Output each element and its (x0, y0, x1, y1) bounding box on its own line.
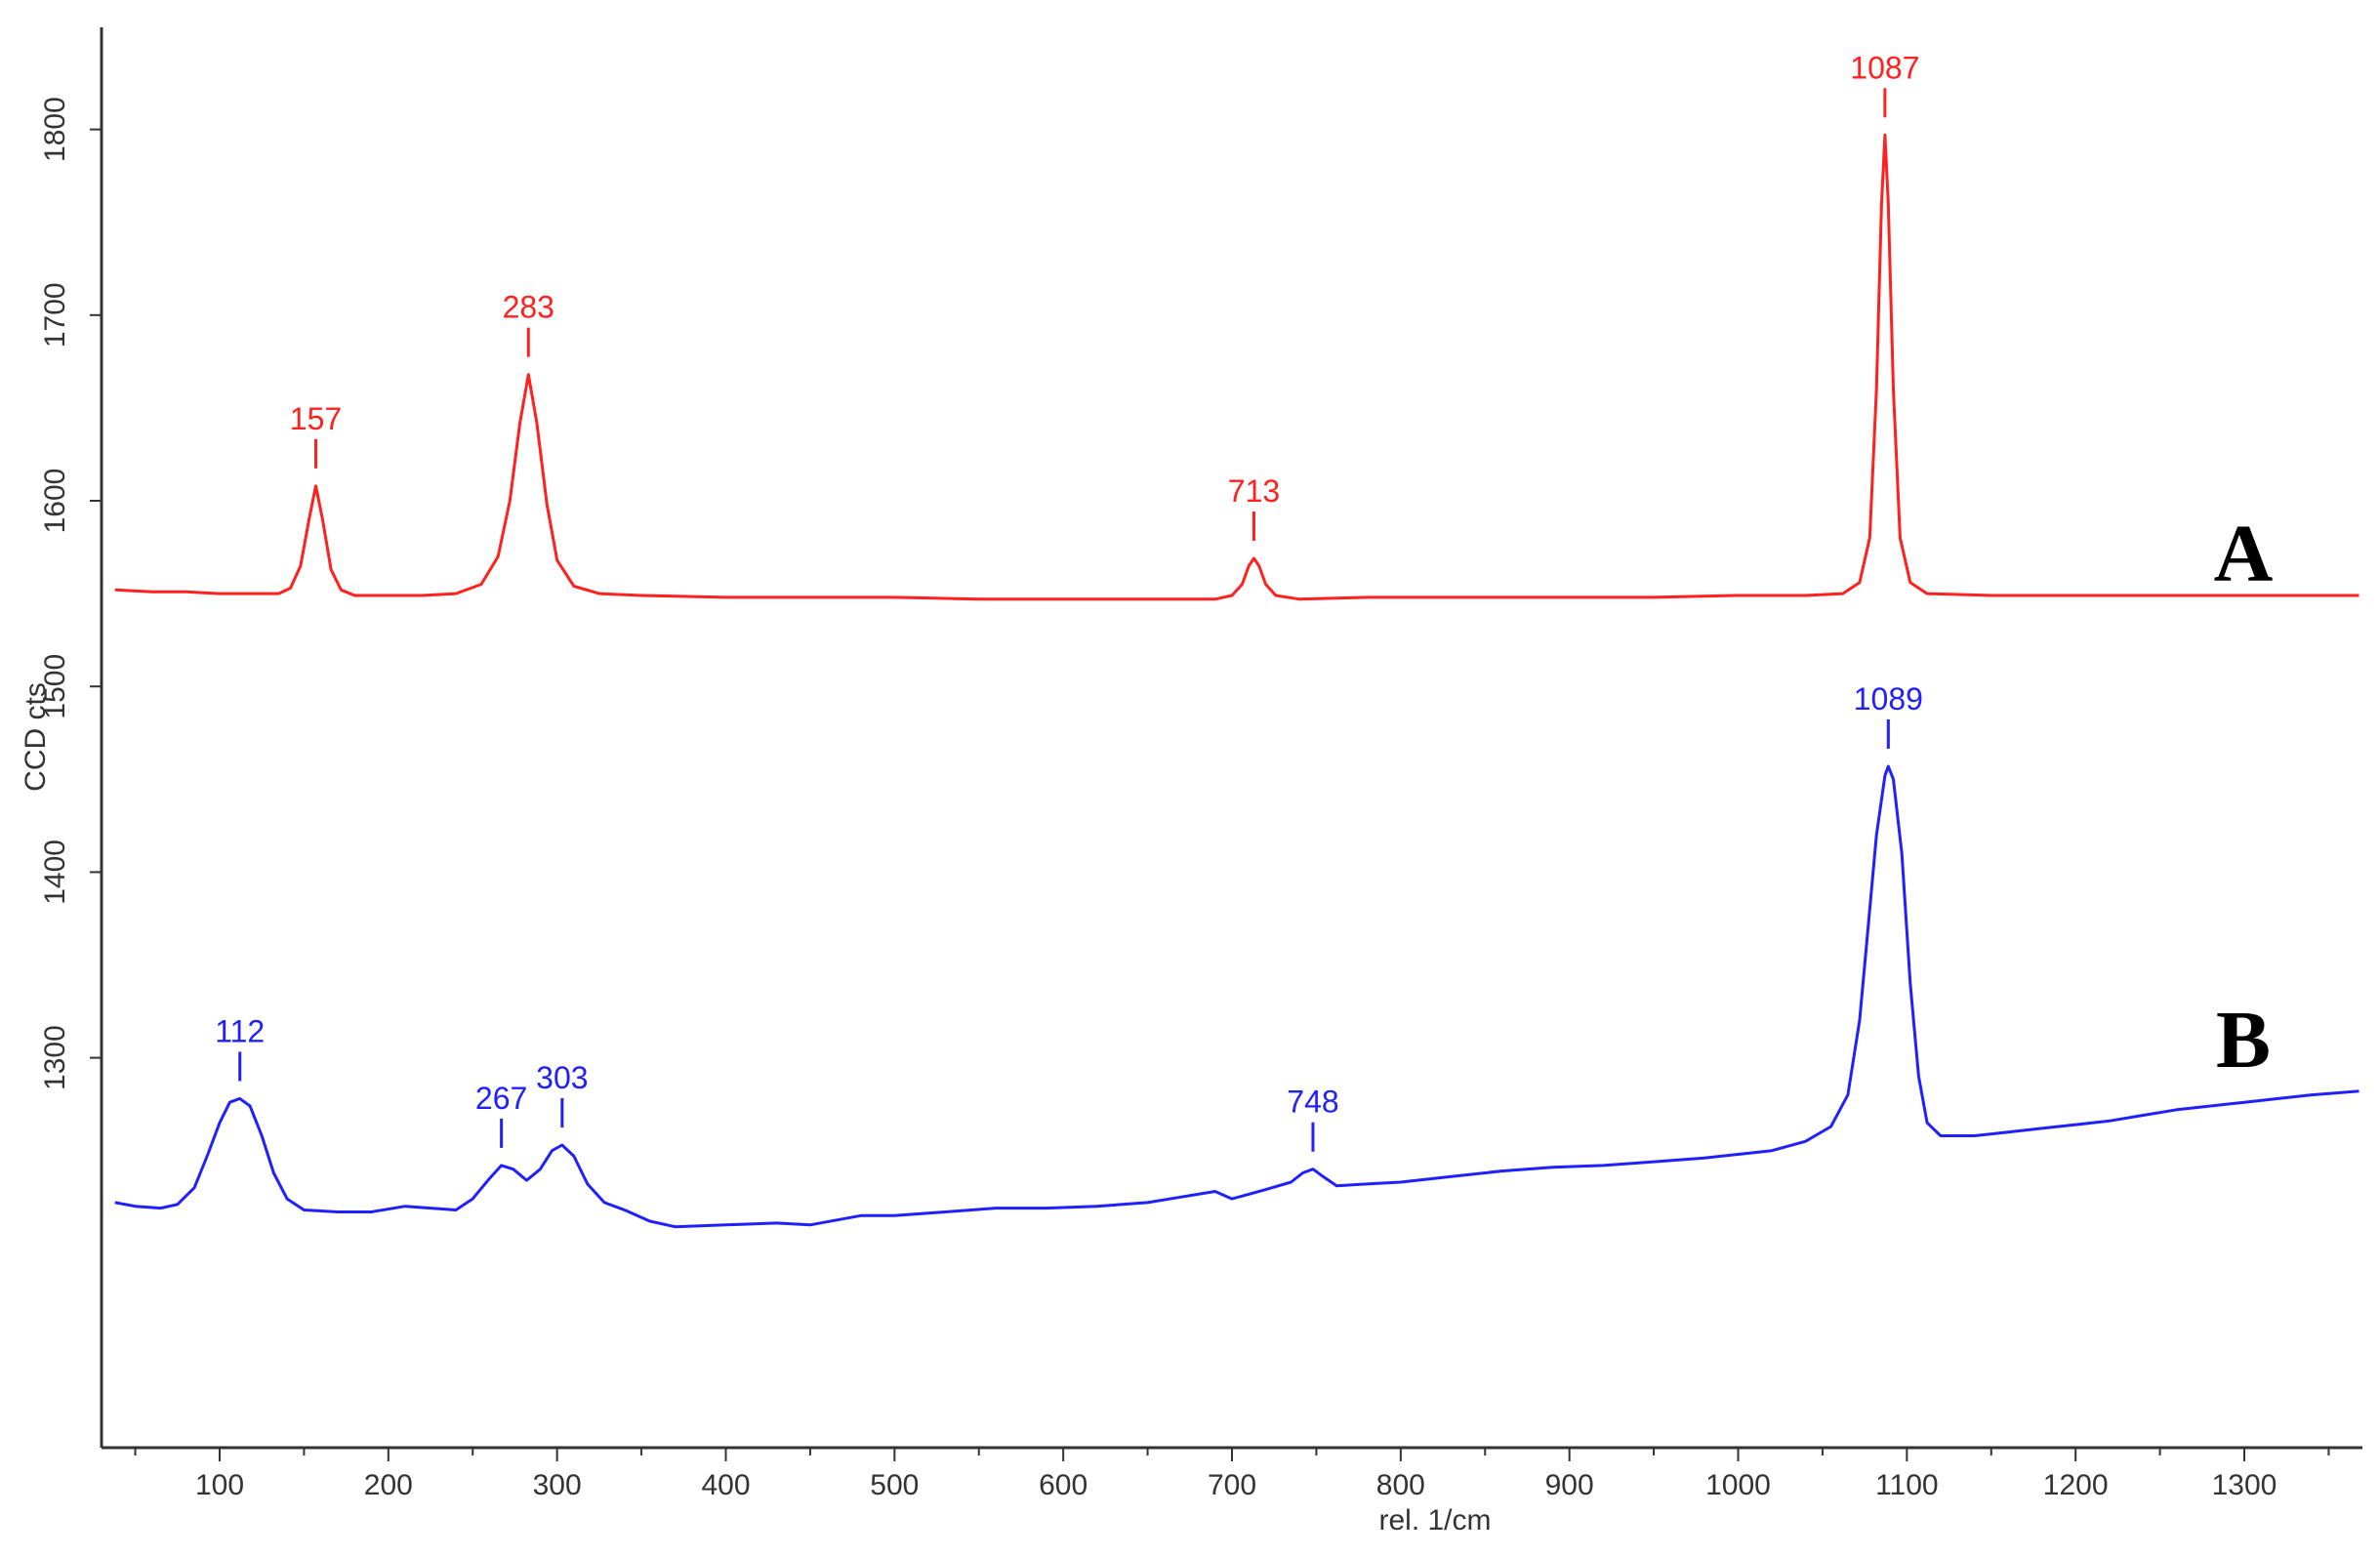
y-tick-label: 1600 (39, 469, 71, 534)
x-tick-label: 800 (1376, 1469, 1425, 1501)
x-tick-label: 900 (1545, 1469, 1594, 1501)
series-name-label: B (2216, 995, 2271, 1086)
y-tick-label: 1700 (39, 282, 71, 348)
x-tick-label: 500 (870, 1469, 919, 1501)
series-line-A (114, 133, 2359, 601)
x-tick-label: 1000 (1705, 1469, 1771, 1501)
peak-label: 283 (503, 290, 554, 325)
x-tick-label: 1100 (1875, 1469, 1939, 1501)
peak-label: 713 (1228, 473, 1280, 509)
x-ticks: 100 200 300 400 500 600 700 800 900 1000 1100 1200 1… (134, 1448, 2330, 1501)
peak-labels: 157 283 713 1087 A 112 267 303 748 1089 B (215, 50, 2274, 1152)
x-tick-label: 1300 (2212, 1469, 2277, 1501)
y-tick-label: 1300 (39, 1025, 71, 1090)
x-tick-label: 100 (195, 1469, 244, 1501)
peak-label: 303 (536, 1060, 588, 1095)
x-tick-label: 400 (701, 1469, 750, 1501)
x-axis-title: rel. 1/cm (1378, 1504, 1491, 1537)
peak-label: 267 (475, 1081, 527, 1116)
x-tick-label: 200 (364, 1469, 413, 1501)
series-line-B (114, 764, 2359, 1229)
y-ticks: 1300 1400 1500 1600 1700 1800 (39, 97, 102, 1090)
y-tick-label: 1400 (39, 840, 71, 905)
y-tick-label: 1800 (39, 97, 71, 162)
x-tick-label: 300 (533, 1469, 582, 1501)
peak-label: 1089 (1854, 681, 1923, 717)
peak-label: 1087 (1850, 50, 1919, 85)
axes (100, 27, 2362, 1450)
series-layer (114, 133, 2359, 1229)
x-tick-label: 1200 (2043, 1469, 2109, 1501)
y-tick-label: 1500 (39, 654, 71, 719)
peak-label: 112 (215, 1013, 265, 1048)
peak-label: 748 (1287, 1085, 1338, 1120)
x-tick-label: 700 (1208, 1469, 1256, 1501)
series-name-label: A (2214, 509, 2274, 599)
peak-label: 157 (290, 401, 342, 436)
x-tick-label: 600 (1039, 1469, 1087, 1501)
y-axis-title: CCD cts (20, 682, 52, 792)
